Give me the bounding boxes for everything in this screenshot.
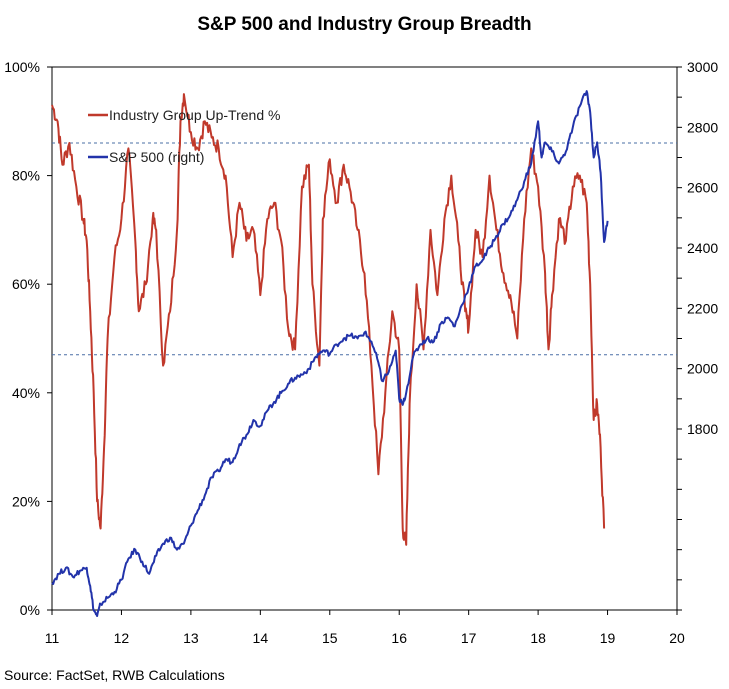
x-tick-label: 17 (461, 630, 477, 646)
x-tick-label: 19 (600, 630, 616, 646)
legend-label-0: Industry Group Up-Trend % (109, 107, 280, 123)
y-right-tick-label: 3000 (687, 59, 718, 75)
x-tick-label: 13 (183, 630, 199, 646)
y-right-tick-label: 2800 (687, 119, 718, 135)
series-line-0 (51, 93, 606, 546)
y-right-tick-label: 1800 (687, 421, 718, 437)
x-tick-label: 20 (669, 630, 685, 646)
y-left-tick-label: 0% (20, 602, 40, 618)
y-left-tick-label: 20% (12, 493, 40, 509)
y-axis-right: 1800 2000 2200 2400 2600 2800 3000 (677, 59, 718, 611)
y-left-tick-label: 60% (12, 276, 40, 292)
y-right-tick-label: 2000 (687, 361, 718, 377)
x-tick-label: 11 (45, 630, 60, 646)
y-left-tick-label: 80% (12, 168, 40, 184)
x-tick-label: 16 (391, 630, 407, 646)
y-left-tick-label: 100% (4, 59, 40, 75)
legend-label-1: S&P 500 (right) (109, 149, 204, 165)
y-left-tick-label: 40% (12, 385, 40, 401)
legend: Industry Group Up-Trend % S&P 500 (right) (88, 107, 280, 165)
x-tick-label: 18 (530, 630, 546, 646)
y-right-tick-label: 2600 (687, 180, 718, 196)
x-axis: 11 12 13 14 15 16 17 18 19 20 (45, 610, 685, 646)
reference-lines (52, 142, 677, 356)
y-right-tick-label: 2400 (687, 240, 718, 256)
chart-title: S&P 500 and Industry Group Breadth (197, 14, 532, 35)
series-line-1 (51, 90, 609, 617)
x-tick-label: 15 (322, 630, 338, 646)
source-note: Source: FactSet, RWB Calculations (4, 667, 225, 683)
x-tick-label: 14 (253, 630, 269, 646)
y-axis-left: 0% 20% 40% 60% 80% 100% (4, 59, 52, 618)
series-layer (51, 90, 609, 617)
x-tick-label: 12 (114, 630, 130, 646)
y-right-tick-label: 2200 (687, 300, 718, 316)
